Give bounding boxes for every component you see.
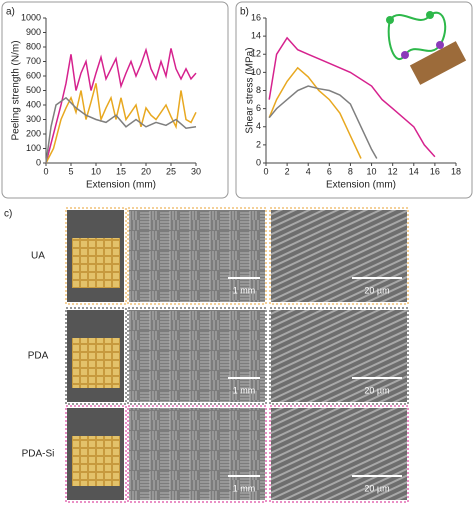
y-tick-label: 800 — [26, 41, 41, 51]
y-tick-label: 8 — [256, 85, 261, 95]
x-tick-label: 16 — [430, 166, 440, 176]
x-tick-label: 6 — [327, 166, 332, 176]
fabric — [72, 436, 120, 486]
data-line — [45, 83, 197, 164]
sem-low — [129, 310, 265, 402]
data-line — [268, 36, 436, 158]
y-tick-label: 400 — [26, 99, 41, 109]
x-tick-label: 5 — [68, 166, 73, 176]
x-tick-label: 2 — [285, 166, 290, 176]
x-tick-label: 12 — [388, 166, 398, 176]
scale-bar-label: 1 mm — [233, 483, 256, 493]
panel-label: a) — [6, 7, 15, 18]
row-frame — [65, 405, 127, 503]
x-tick-label: 10 — [91, 166, 101, 176]
row-frame — [127, 207, 267, 305]
y-tick-label: 4 — [256, 121, 261, 131]
y-tick-label: 700 — [26, 56, 41, 66]
fabric — [72, 338, 120, 388]
y-tick-label: 2 — [256, 139, 261, 149]
scale-bar-label: 20 µm — [364, 285, 389, 295]
x-tick-label: 0 — [263, 166, 268, 176]
y-tick-label: 300 — [26, 114, 41, 124]
x-tick-label: 15 — [116, 166, 126, 176]
y-tick-label: 1000 — [21, 12, 41, 22]
row-label: PDA-Si — [22, 449, 55, 460]
row-frame — [65, 207, 127, 305]
panel-frame — [1, 1, 229, 199]
row-frame — [127, 405, 267, 503]
y-tick-label: 16 — [251, 12, 261, 22]
y-tick-label: 6 — [256, 103, 261, 113]
scale-bar-label: 20 µm — [364, 483, 389, 493]
molecule-inset — [386, 11, 467, 85]
sem-low — [129, 210, 265, 302]
y-tick-label: 200 — [26, 128, 41, 138]
x-tick-label: 20 — [141, 166, 151, 176]
y-axis-label: Peeling strength (N/m) — [11, 40, 22, 140]
row-frame — [65, 307, 127, 405]
scale-bar-label: 20 µm — [364, 385, 389, 395]
y-axis-label: Shear stress (MPa) — [245, 47, 256, 133]
data-line — [268, 66, 362, 159]
scale-bar-label: 1 mm — [233, 285, 256, 295]
y-tick-label: 100 — [26, 143, 41, 153]
data-line — [45, 96, 197, 164]
sem-high — [271, 408, 407, 500]
data-line — [45, 47, 197, 164]
row-frame — [269, 307, 409, 405]
y-tick-label: 10 — [251, 67, 261, 77]
y-tick-label: 14 — [251, 31, 261, 41]
sem-high — [271, 210, 407, 302]
x-axis-label: Extension (mm) — [326, 180, 396, 191]
y-tick-label: 0 — [256, 157, 261, 167]
sem-high — [271, 310, 407, 402]
y-tick-label: 900 — [26, 27, 41, 37]
x-tick-label: 4 — [306, 166, 311, 176]
row-label: UA — [31, 251, 45, 262]
y-tick-label: 600 — [26, 70, 41, 80]
x-tick-label: 25 — [166, 166, 176, 176]
fabric — [72, 238, 120, 288]
x-tick-label: 10 — [367, 166, 377, 176]
row-label: PDA — [28, 351, 49, 362]
row-frame — [269, 207, 409, 305]
y-tick-label: 500 — [26, 85, 41, 95]
y-tick-label: 12 — [251, 49, 261, 59]
x-tick-label: 0 — [43, 166, 48, 176]
row-frame — [127, 307, 267, 405]
y-tick-label: 0 — [36, 157, 41, 167]
row-frame — [269, 405, 409, 503]
panel-label: c) — [4, 209, 12, 220]
panel-frame — [235, 1, 473, 199]
x-tick-label: 14 — [409, 166, 419, 176]
sem-low — [129, 408, 265, 500]
panel-label: b) — [240, 7, 249, 18]
data-line — [268, 85, 378, 159]
x-axis-label: Extension (mm) — [86, 180, 156, 191]
x-tick-label: 8 — [348, 166, 353, 176]
x-tick-label: 18 — [451, 166, 461, 176]
x-tick-label: 30 — [191, 166, 201, 176]
scale-bar-label: 1 mm — [233, 385, 256, 395]
